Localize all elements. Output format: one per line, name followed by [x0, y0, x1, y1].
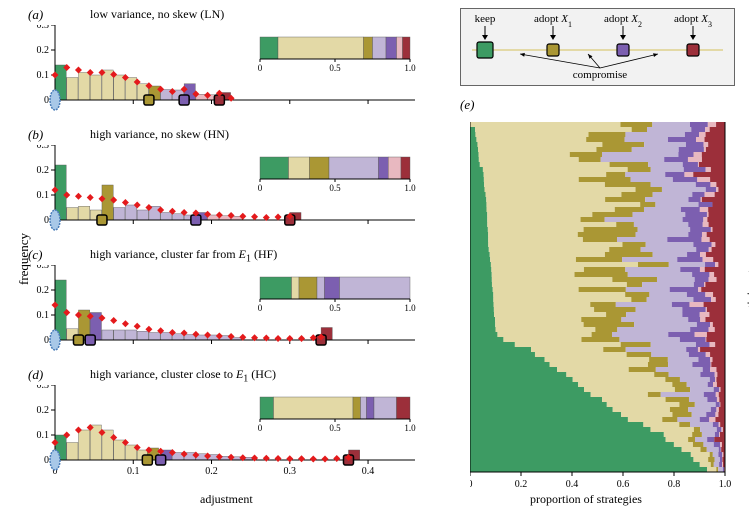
svg-text:0: 0 — [44, 455, 49, 466]
panel-c-label: (c) — [28, 247, 42, 263]
svg-text:0: 0 — [44, 215, 49, 226]
svg-text:0.2: 0.2 — [37, 405, 50, 416]
x-axis-label: adjustment — [200, 492, 253, 507]
panel-a-histogram: 0 0.1 0.2 0.3 0 0.5 1.0 — [20, 25, 440, 130]
panel-a-label: (a) — [28, 7, 43, 23]
svg-text:0.3: 0.3 — [37, 145, 50, 151]
svg-text:0.5: 0.5 — [329, 63, 341, 73]
svg-text:1.0: 1.0 — [404, 303, 416, 313]
panel-d-label: (d) — [28, 367, 43, 383]
svg-text:0.5: 0.5 — [329, 303, 341, 313]
panel-b-label: (b) — [28, 127, 43, 143]
svg-text:0.6: 0.6 — [617, 479, 630, 490]
svg-text:0.4: 0.4 — [362, 466, 375, 477]
svg-text:0.2: 0.2 — [515, 479, 528, 490]
panel-b-histogram: 0 0.1 0.2 0.3 0 0.5 1.0 — [20, 145, 440, 250]
panel-e-y-label: participant — [744, 269, 749, 325]
svg-text:0.2: 0.2 — [37, 45, 50, 56]
svg-text:1.0: 1.0 — [404, 183, 416, 193]
svg-text:0.3: 0.3 — [37, 265, 50, 271]
panel-a-title: low variance, no skew (LN) — [90, 7, 224, 22]
svg-text:0: 0 — [470, 479, 473, 490]
svg-text:1.0: 1.0 — [404, 63, 416, 73]
svg-text:0.5: 0.5 — [329, 183, 341, 193]
svg-text:0.4: 0.4 — [566, 479, 579, 490]
panel-d-histogram: 00.10.20.300.10.20.30.400.51.0 — [20, 385, 440, 490]
svg-text:0.1: 0.1 — [37, 70, 50, 81]
panel-e-x-label: proportion of strategies — [530, 492, 642, 507]
svg-text:0: 0 — [258, 303, 263, 313]
panel-c-histogram: 0 0.1 0.2 0.3 0 0.5 1.0 — [20, 265, 440, 370]
svg-text:0.3: 0.3 — [37, 385, 50, 391]
panel-b-title: high variance, no skew (HN) — [90, 127, 229, 142]
svg-text:0.2: 0.2 — [37, 285, 50, 296]
svg-text:0.1: 0.1 — [37, 430, 50, 441]
panel-d-title: high variance, cluster close to E1 (HC) — [90, 367, 276, 384]
svg-text:0.2: 0.2 — [205, 466, 218, 477]
svg-text:1.0: 1.0 — [719, 479, 732, 490]
legend-box: keepadopt X1adopt X2adopt X3compromise — [460, 8, 735, 86]
svg-text:1.0: 1.0 — [404, 423, 416, 433]
svg-text:0.3: 0.3 — [37, 25, 50, 31]
svg-text:compromise: compromise — [573, 69, 627, 81]
svg-text:0: 0 — [258, 63, 263, 73]
svg-text:0.5: 0.5 — [329, 423, 341, 433]
svg-text:0.1: 0.1 — [127, 466, 139, 477]
svg-text:0: 0 — [258, 423, 263, 433]
svg-text:0.2: 0.2 — [37, 165, 50, 176]
svg-text:0: 0 — [44, 335, 49, 346]
panel-c-title: high variance, cluster far from E1 (HF) — [90, 247, 277, 264]
panel-e-chart: 0 0.2 0.4 0.6 0.8 1.0 — [470, 122, 745, 500]
panel-e-label: (e) — [460, 97, 474, 113]
svg-text:0.1: 0.1 — [37, 310, 50, 321]
svg-text:0: 0 — [44, 95, 49, 106]
svg-text:keep: keep — [475, 13, 496, 25]
svg-text:0.3: 0.3 — [284, 466, 297, 477]
svg-text:0: 0 — [258, 183, 263, 193]
svg-text:0.8: 0.8 — [668, 479, 681, 490]
svg-text:0.1: 0.1 — [37, 190, 50, 201]
